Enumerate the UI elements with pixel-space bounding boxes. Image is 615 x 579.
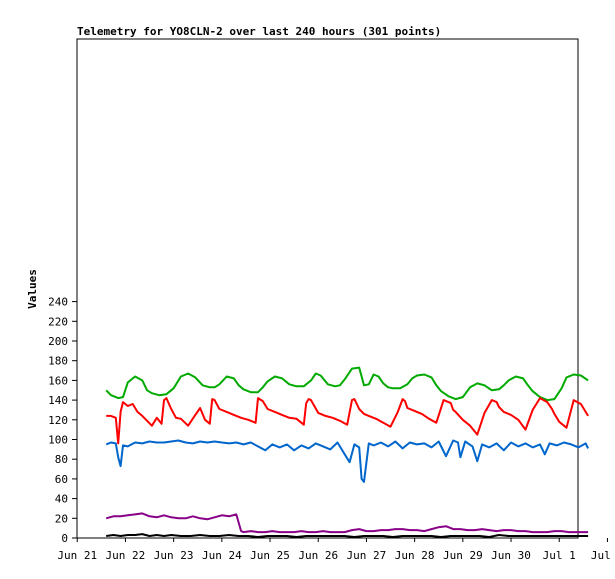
series-group (105, 366, 590, 538)
y-axis-label: Values (26, 269, 39, 309)
x-tick-label: Jun 27 (347, 549, 387, 562)
x-tick-label: Jul 2 (591, 549, 615, 562)
y-axis: 0 20 40 60 80 100 120 140 160 180 200 220 240 (48, 296, 77, 545)
y-tick-label: 0 (61, 532, 68, 545)
x-tick-label: Jun 26 (298, 549, 338, 562)
x-tick-label: Jun 22 (106, 549, 146, 562)
plot-frame (76, 38, 579, 539)
y-tick-label: 140 (48, 394, 68, 407)
x-tick-label: Jul 1 (543, 549, 576, 562)
y-tick-label: 20 (55, 512, 68, 525)
series-line-2 (105, 439, 590, 483)
x-tick-label: Jun 30 (491, 549, 531, 562)
y-tick-label: 200 (48, 335, 68, 348)
x-tick-label: Jun 24 (202, 549, 242, 562)
x-tick-label: Jun 29 (443, 549, 483, 562)
y-tick-label: 80 (55, 453, 68, 466)
x-tick-label: Jun 25 (250, 549, 290, 562)
y-tick-label: 240 (48, 296, 68, 309)
y-tick-label: 120 (48, 414, 68, 427)
series-line-1 (106, 397, 589, 445)
y-tick-label: 100 (48, 434, 68, 447)
series-line-4 (106, 533, 589, 538)
x-axis: Jun 21 Jun 22 Jun 23 Jun 24 Jun 25 Jun 26 Jun … (57, 538, 615, 562)
series-line-0 (105, 366, 589, 402)
y-tick-label: 220 (48, 315, 68, 328)
y-tick-label: 180 (48, 355, 68, 368)
series-line-3 (105, 512, 589, 534)
x-tick-label: Jun 28 (395, 549, 435, 562)
x-tick-label: Jun 21 (57, 549, 97, 562)
x-tick-label: Jun 23 (154, 549, 194, 562)
chart-title: Telemetry for YO8CLN-2 over last 240 hou… (77, 25, 441, 38)
y-tick-label: 40 (55, 493, 68, 506)
y-tick-label: 60 (55, 473, 68, 486)
y-tick-label: 160 (48, 374, 68, 387)
